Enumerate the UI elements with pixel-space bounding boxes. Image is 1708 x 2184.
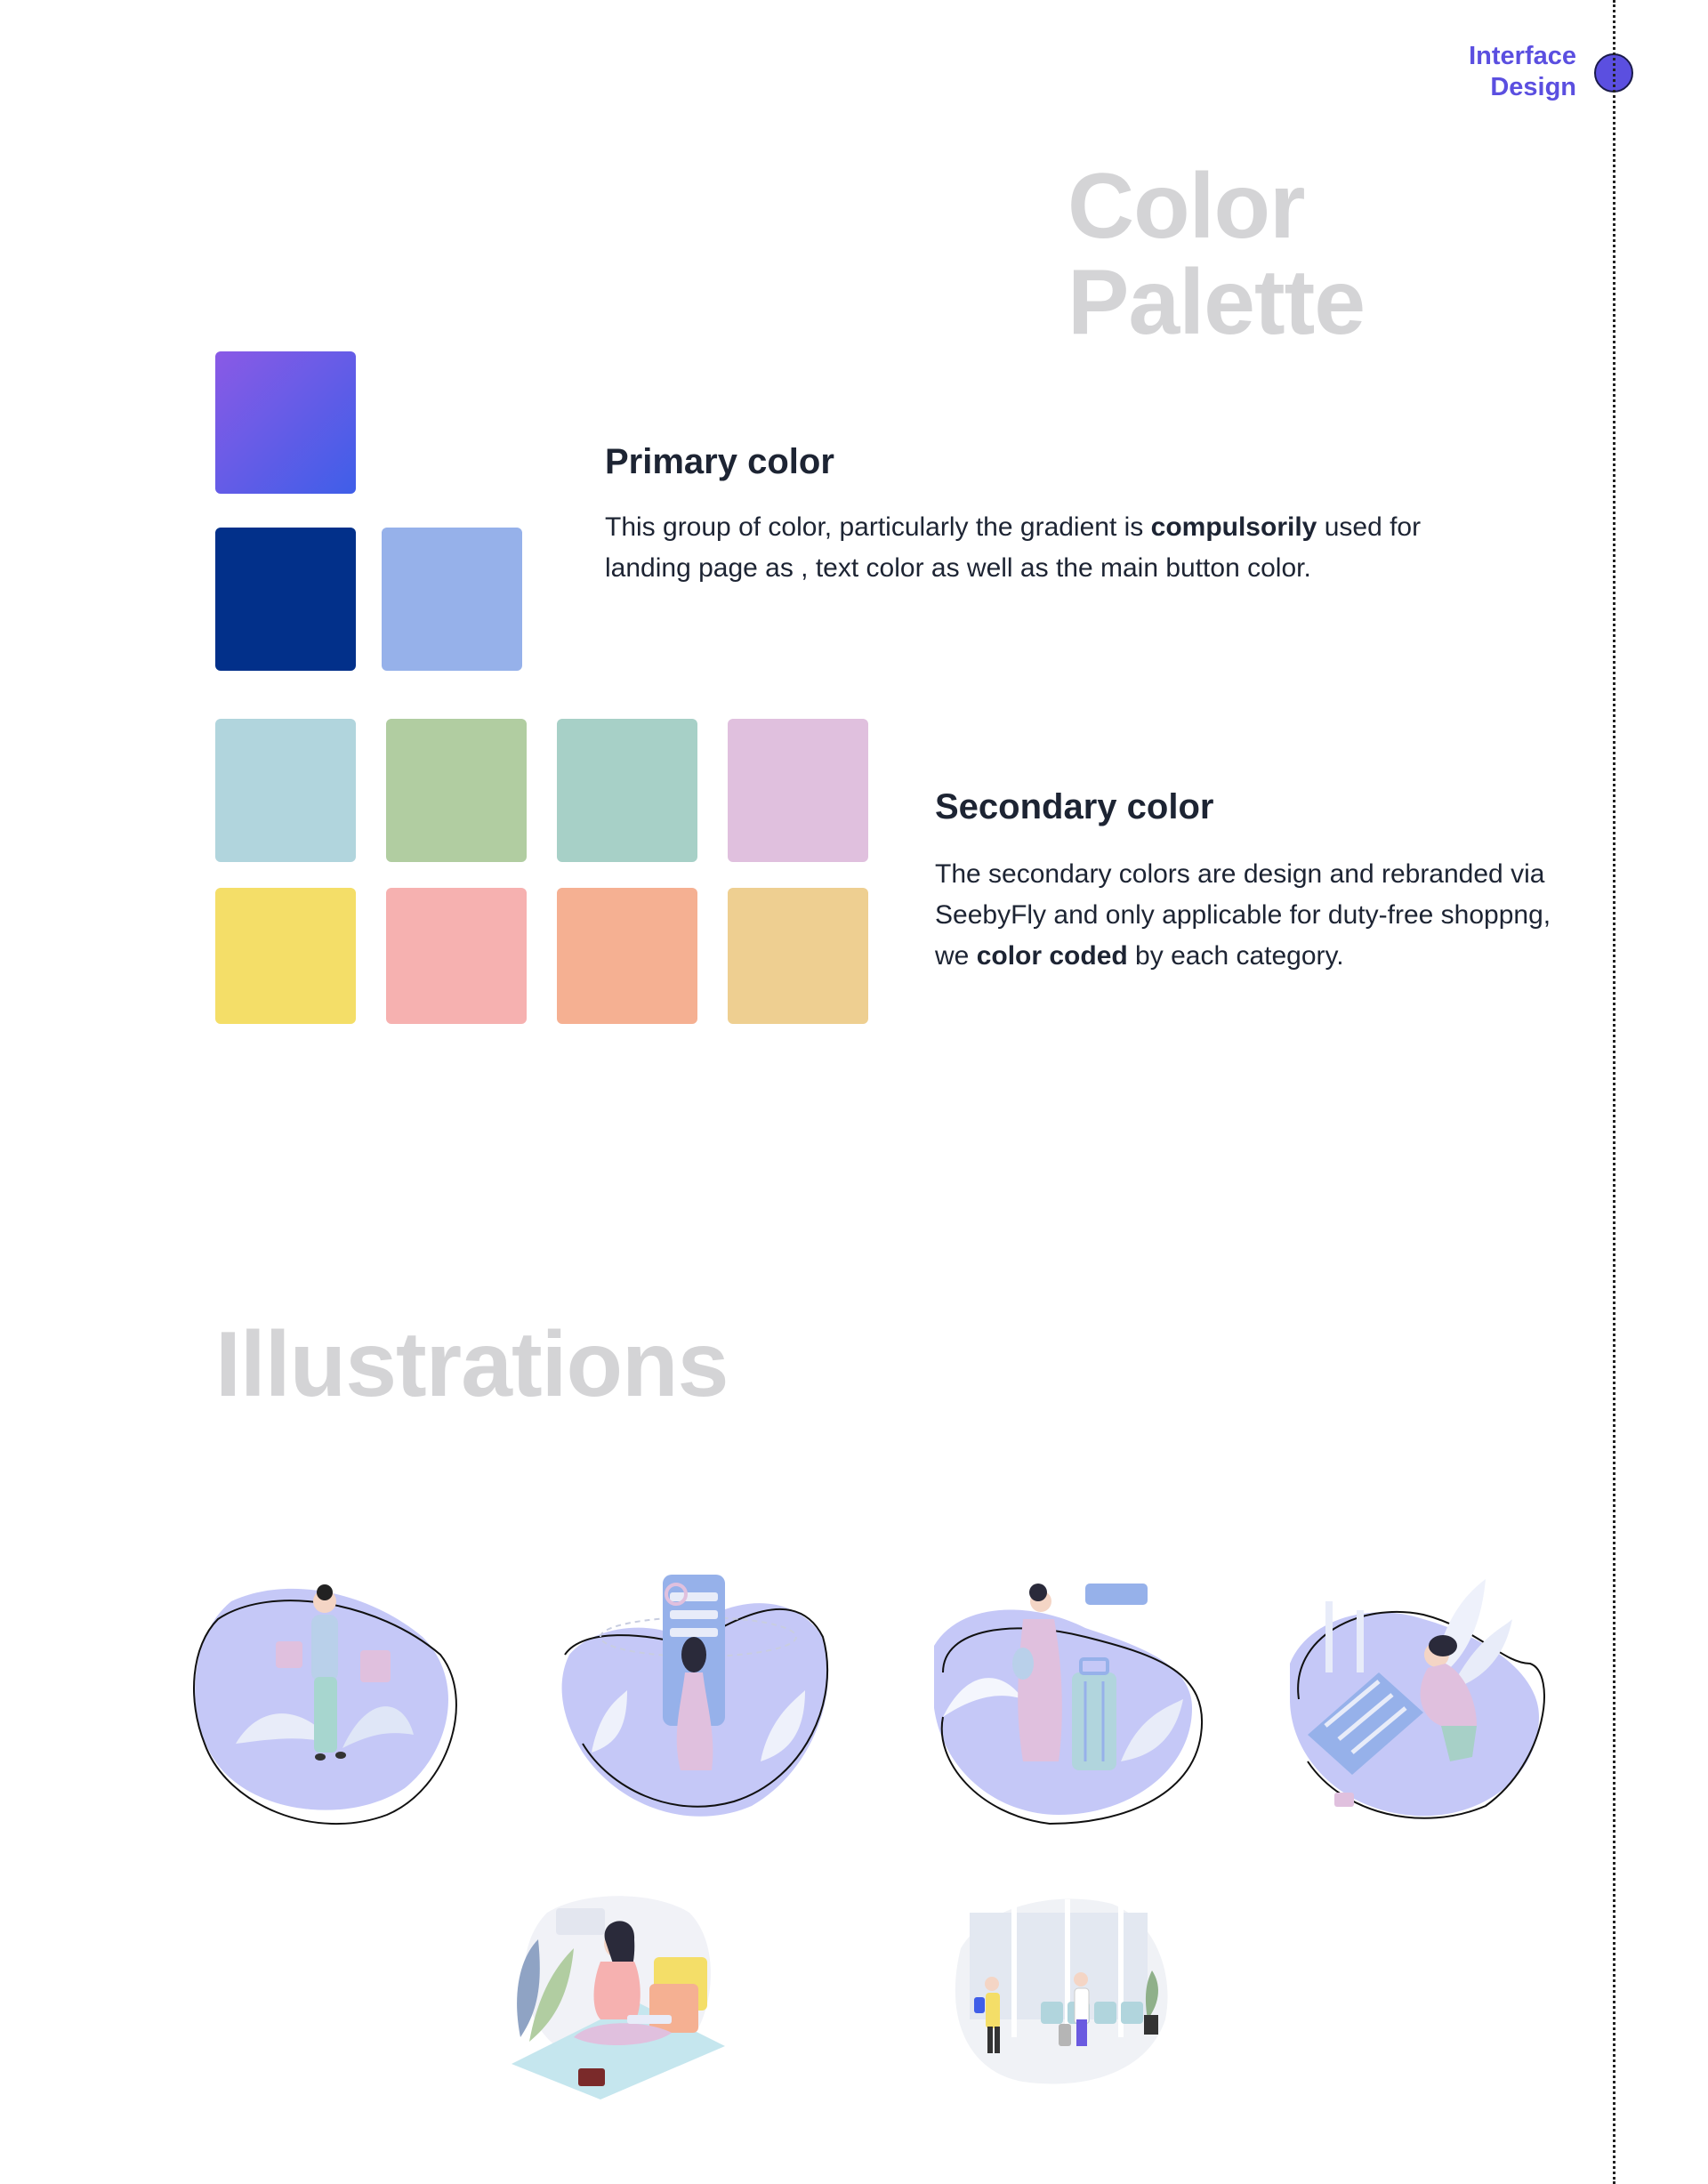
secondary-swatch [557, 888, 697, 1024]
secondary-swatch [728, 888, 868, 1024]
phone-search-illustration [561, 1575, 829, 1817]
color-palette-title: Color Palette [1068, 155, 1366, 354]
primary-swatch-periwinkle [382, 528, 522, 671]
color-palette-title-line2: Palette [1068, 251, 1366, 354]
secondary-color-description: The secondary colors are design and rebr… [935, 859, 1551, 971]
primary-swatch-gradient [215, 351, 356, 494]
secondary-emphasis: color coded [976, 941, 1128, 971]
page-margin-divider [1613, 0, 1615, 2184]
secondary-swatch [557, 719, 697, 862]
primary-color-description: This group of color, particularly the gr… [605, 512, 1422, 583]
packing-suitcase-illustration [1290, 1579, 1545, 1819]
section-tag: Interface Design [1363, 41, 1576, 103]
secondary-swatch [728, 719, 868, 862]
color-palette-title-line1: Color [1068, 155, 1306, 258]
primary-color-heading: Primary color [605, 442, 834, 481]
section-tag-line1: Interface [1469, 42, 1576, 70]
primary-swatch-navy [215, 528, 356, 671]
illustrations-title: Illustrations [215, 1313, 729, 1416]
secondary-swatch [386, 888, 527, 1024]
shopping-woman-illustration [193, 1584, 457, 1825]
section-tag-line2: Design [1490, 73, 1576, 101]
secondary-swatch [386, 719, 527, 862]
airport-lounge-illustration [955, 1898, 1168, 2084]
secondary-color-heading: Secondary color [935, 787, 1214, 826]
secondary-swatch [215, 888, 356, 1024]
traveler-luggage-illustration [934, 1584, 1204, 1825]
primary-emphasis: compulsorily [1150, 512, 1317, 542]
secondary-swatch [215, 719, 356, 862]
woman-sitting-luggage-illustration [512, 1896, 725, 2099]
